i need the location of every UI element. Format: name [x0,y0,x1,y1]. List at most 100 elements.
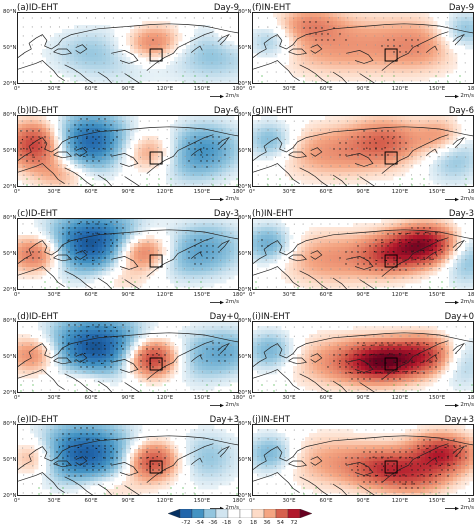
colorbar-segment [287,509,301,518]
shading-field [253,116,473,186]
reference-vector-label: 2m/s [225,505,239,511]
panel-title: (e)ID-EHT [17,415,58,425]
y-tick-label: 50°N [3,354,17,360]
x-tick-label: 0° [13,86,21,92]
map-frame [17,115,239,187]
x-tick-label: 60°E [84,189,98,195]
y-tick-label: 20°N [3,81,17,87]
reference-vector: 2m/s [210,93,239,99]
y-tick-label: 50°N [238,354,252,360]
significance-dots [38,427,238,495]
x-tick-label: 30°E [47,189,61,195]
y-tick-label: 80°N [238,9,252,15]
x-tick-label: 120°E [156,86,174,92]
map-frame [17,424,239,496]
x-tick-label: 30°E [282,86,296,92]
x-tick-label: 150°E [193,292,211,298]
colorbar-tick-label: 0 [238,520,242,526]
y-tick-label: 50°N [238,148,252,154]
significance-dots [267,130,467,186]
map-canvas [253,116,473,186]
x-tick-label: 0° [248,189,256,195]
x-tick-label: 30°E [47,395,61,401]
reference-arrow-icon [445,94,460,98]
panel-title: (d)ID-EHT [17,312,59,322]
panel-title: (g)IN-EHT [252,106,293,116]
y-tick-label: 20°N [3,493,17,499]
x-tick-label: 30°E [282,189,296,195]
x-tick-label: 150°E [193,498,211,504]
reference-vector-label: 2m/s [225,196,239,202]
x-tick-label: 90°E [356,395,370,401]
map-canvas [253,425,473,495]
panel-title: (c)ID-EHT [17,209,58,219]
x-tick-label: 90°E [356,292,370,298]
x-tick-label: 180° [467,189,474,195]
significance-dots [26,221,220,289]
reference-arrow-icon [445,403,460,407]
y-tick-label: 80°N [3,9,17,15]
y-tick-label: 20°N [238,390,252,396]
x-tick-label: 180° [467,395,474,401]
x-tick-label: 30°E [282,292,296,298]
x-tick-label: 60°E [319,395,333,401]
target-region-box [149,48,163,62]
y-tick-label: 50°N [3,251,17,257]
y-tick-label: 20°N [238,287,252,293]
y-tick-label: 20°N [238,184,252,190]
coastlines [253,126,473,186]
x-tick-label: 120°E [391,189,409,195]
map-canvas [253,13,473,83]
map-panel-c: (c)ID-EHT Day-3 80°N 50°N 20°N 0° 30°E 60°E 90°E… [3,209,245,305]
x-tick-label: 150°E [193,189,211,195]
panel-day-label: Day-3 [213,209,239,219]
map-frame [17,218,239,290]
map-canvas [18,425,238,495]
x-tick-label: 180° [232,395,246,401]
y-tick-label: 20°N [3,184,17,190]
map-panel-d: (d)ID-EHT Day+0 80°N 50°N 20°N 0° 30°E 60°E 90°E… [3,312,245,408]
x-tick-label: 0° [13,292,21,298]
y-tick-label: 80°N [3,421,17,427]
reference-vector-label: 2m/s [460,505,474,511]
map-panel-j: (j)IN-EHT Day+3 80°N 50°N 20°N 0° 30°E 60°E 90°E… [238,415,474,511]
reference-vector-label: 2m/s [225,299,239,305]
reference-vector: 2m/s [445,196,474,202]
significance-dots [50,39,208,83]
reference-vector: 2m/s [210,402,239,408]
reference-arrow-icon [210,94,225,98]
x-tick-label: 60°E [84,395,98,401]
significance-dots [255,227,455,289]
y-tick-label: 20°N [238,493,252,499]
x-tick-label: 30°E [282,395,296,401]
y-tick-label: 50°N [238,45,252,51]
significance-dots [20,324,232,392]
reference-vector-label: 2m/s [460,93,474,99]
colorbar-tick-label: -36 [208,520,218,526]
map-canvas [253,326,473,392]
reference-vector: 2m/s [210,299,239,305]
x-tick-label: 60°E [319,498,333,504]
x-tick-label: 30°E [47,292,61,298]
reference-vector: 2m/s [210,196,239,202]
reference-vector-label: 2m/s [460,299,474,305]
x-tick-label: 60°E [84,292,98,298]
x-tick-label: 60°E [319,189,333,195]
target-region-box [149,357,163,371]
x-tick-label: 0° [13,395,21,401]
y-tick-label: 80°N [3,215,17,221]
map-frame [252,12,474,84]
y-tick-label: 80°N [238,215,252,221]
panel-day-label: Day-9 [448,3,474,13]
x-tick-label: 90°E [356,498,370,504]
shading-field [18,116,238,186]
x-tick-label: 120°E [391,86,409,92]
x-tick-label: 120°E [391,498,409,504]
x-tick-label: 120°E [156,498,174,504]
panel-title: (a)ID-EHT [17,3,58,13]
colorbar-segment [275,509,289,518]
reference-arrow-icon [445,506,460,510]
x-tick-label: 120°E [391,292,409,298]
map-panel-i: (i)IN-EHT Day+0 80°N 50°N 20°N 0° 30°E 60°E 90°E… [238,312,474,408]
x-tick-label: 60°E [84,498,98,504]
